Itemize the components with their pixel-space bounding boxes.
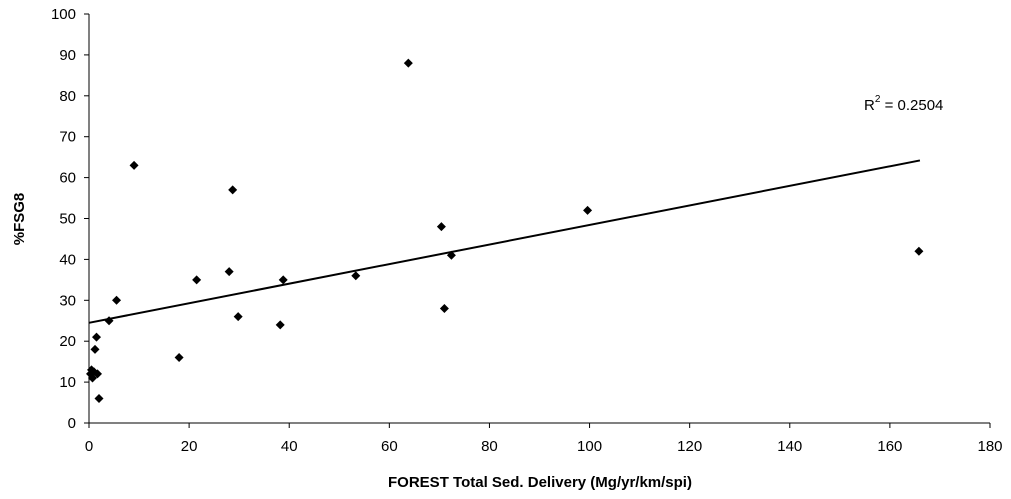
data-point	[94, 393, 104, 403]
r-squared-annotation: R2 = 0.2504	[864, 94, 943, 114]
data-point	[446, 250, 456, 260]
x-tick-label: 180	[977, 438, 1002, 455]
y-tick-label: 80	[59, 88, 76, 105]
x-tick-label: 20	[181, 438, 198, 455]
r-squared-symbol: R	[864, 97, 875, 114]
y-tick-label: 40	[59, 251, 76, 268]
x-tick-label: 120	[677, 438, 702, 455]
data-point	[88, 373, 98, 383]
data-points	[86, 58, 924, 403]
y-tick-label: 90	[59, 47, 76, 64]
data-point	[583, 205, 593, 215]
data-point	[224, 267, 234, 277]
data-point	[129, 160, 139, 170]
y-axis-title: %FSG8	[11, 193, 28, 246]
data-point	[174, 353, 184, 363]
data-point	[233, 312, 243, 322]
data-point	[93, 369, 103, 379]
data-point	[228, 185, 238, 195]
x-tick-label: 140	[777, 438, 802, 455]
trendline-group	[88, 159, 921, 324]
x-tick-label: 40	[281, 438, 298, 455]
data-point	[439, 303, 449, 313]
data-point	[351, 271, 361, 281]
y-tick-label: 10	[59, 374, 76, 391]
y-tick-label: 30	[59, 292, 76, 309]
y-tick-label: 100	[51, 6, 76, 23]
x-tick-label: 0	[85, 438, 93, 455]
data-point	[104, 316, 114, 326]
data-point	[278, 275, 288, 285]
data-point	[436, 222, 446, 232]
x-tick-label: 80	[481, 438, 498, 455]
y-tick-label: 60	[59, 170, 76, 187]
data-point	[112, 295, 122, 305]
r-squared-exponent: 2	[875, 94, 881, 105]
axes	[84, 13, 991, 428]
data-point	[92, 332, 102, 342]
data-point	[914, 246, 924, 256]
x-tick-label: 100	[577, 438, 602, 455]
data-point	[275, 320, 285, 330]
y-tick-label: 70	[59, 129, 76, 146]
trendline	[88, 159, 921, 324]
tick-labels: 0 10 20 30 40 50 60 70 80 90 100 0 20 40 60 80 100 120 140…	[51, 6, 1003, 455]
y-tick-label: 20	[59, 333, 76, 350]
x-tick-label: 160	[877, 438, 902, 455]
r-squared-value: = 0.2504	[880, 97, 943, 114]
y-tick-label: 0	[68, 415, 76, 432]
x-tick-label: 60	[381, 438, 398, 455]
data-point	[403, 58, 413, 68]
data-point	[192, 275, 202, 285]
data-point	[90, 344, 100, 354]
x-axis-title: FOREST Total Sed. Delivery (Mg/yr/km/spi…	[388, 474, 692, 491]
y-tick-label: 50	[59, 211, 76, 228]
